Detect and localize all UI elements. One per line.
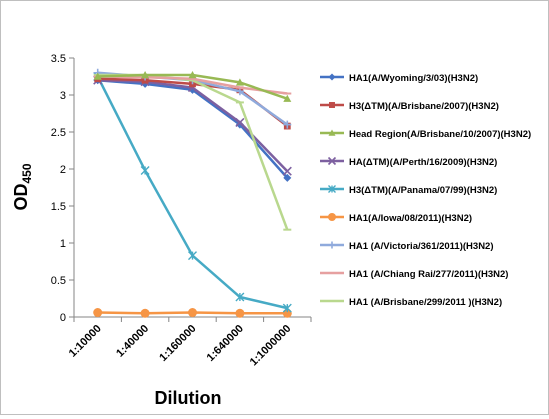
x-tick-label: 1:1000000 xyxy=(248,323,294,369)
legend-item: H3(ΔTM)(A/Panama/07/99)(H3N2) xyxy=(320,185,497,196)
series-5 xyxy=(93,308,292,318)
legend-label: Head Region(A/Brisbane/10/2007)(H3N2) xyxy=(349,129,531,140)
data-point xyxy=(283,94,292,102)
y-tick-label: 3 xyxy=(60,90,66,102)
y-tick-labels: 0 0.5 1 1.5 2 2.5 3 3.5 xyxy=(51,53,66,324)
legend: HA1(A/Wyoming/3/03)(H3N2) H3(ΔTM)(A/Brisb… xyxy=(320,73,531,308)
data-point xyxy=(235,117,245,127)
y-axis-label: OD450 xyxy=(11,163,34,210)
data-point xyxy=(188,308,197,318)
series-line xyxy=(97,73,289,231)
data-point xyxy=(328,185,336,193)
legend-label: HA(ΔTM)(A/Perth/16/2009)(H3N2) xyxy=(349,157,497,168)
data-point xyxy=(327,156,337,166)
legend-label: HA1(A/Iowa/08/2011)(H3N2) xyxy=(349,213,472,224)
data-point xyxy=(235,120,244,129)
data-point xyxy=(188,251,197,261)
legend-item: HA1 (A/Brisbane/299/2011 )(H3N2) xyxy=(320,297,502,308)
x-tick-label: 1:640000 xyxy=(205,323,246,364)
data-point xyxy=(283,120,292,129)
series-line xyxy=(97,78,289,173)
legend-item: H3(ΔTM)(A/Brisbane/2007)(H3N2) xyxy=(320,101,499,112)
data-point xyxy=(235,292,245,302)
legend-item: HA(ΔTM)(A/Perth/16/2009)(H3N2) xyxy=(320,156,497,168)
data-point xyxy=(328,73,336,81)
legend-item: HA1 (A/Victoria/361/2011)(H3N2) xyxy=(320,241,494,252)
x-tick-label: 1:40000 xyxy=(114,323,151,360)
data-point xyxy=(282,303,292,313)
data-point xyxy=(140,165,150,175)
series-8 xyxy=(93,73,292,231)
legend-label: H3(ΔTM)(A/Panama/07/99)(H3N2) xyxy=(349,185,497,196)
x-axis-label: Dilution xyxy=(155,388,222,408)
data-point xyxy=(235,78,244,86)
axes xyxy=(69,57,312,322)
legend-item: Head Region(A/Brisbane/10/2007)(H3N2) xyxy=(320,129,531,140)
series-4 xyxy=(93,72,292,313)
y-tick-label: 2 xyxy=(60,164,66,176)
data-point xyxy=(328,213,336,221)
series-line xyxy=(97,78,289,179)
y-axis-label-main: OD xyxy=(11,184,31,211)
data-point xyxy=(328,241,336,249)
legend-item: HA1(A/Iowa/08/2011)(H3N2) xyxy=(320,213,472,224)
x-tick-label: 1:10000 xyxy=(67,323,104,360)
x-tick-label: 1:160000 xyxy=(157,323,198,364)
data-point xyxy=(93,308,103,318)
data-point xyxy=(140,308,150,318)
data-point xyxy=(283,173,292,182)
y-tick-label: 2.5 xyxy=(51,127,66,139)
data-point xyxy=(93,72,102,80)
y-tick-label: 0 xyxy=(60,312,66,324)
data-point xyxy=(328,129,336,136)
y-tick-label: 1.5 xyxy=(51,201,66,213)
legend-label: HA1 (A/Brisbane/299/2011 )(H3N2) xyxy=(349,297,502,308)
legend-label: HA1 (A/Victoria/361/2011)(H3N2) xyxy=(349,241,494,252)
data-point xyxy=(329,102,335,108)
legend-label: HA1(A/Wyoming/3/03)(H3N2) xyxy=(349,73,478,84)
plot-area xyxy=(93,68,292,318)
legend-item: HA1(A/Wyoming/3/03)(H3N2) xyxy=(320,73,478,84)
data-point xyxy=(141,71,150,79)
data-point xyxy=(188,71,197,79)
data-point xyxy=(235,308,245,318)
series-line xyxy=(96,75,288,310)
y-tick-label: 3.5 xyxy=(51,53,66,65)
legend-item: HA1 (A/Chiang Rai/277/2011)(H3N2) xyxy=(320,269,508,280)
series-2 xyxy=(93,71,292,102)
y-tick-label: 0.5 xyxy=(51,275,66,287)
legend-label: H3(ΔTM)(A/Brisbane/2007)(H3N2) xyxy=(349,101,499,112)
legend-label: HA1 (A/Chiang Rai/277/2011)(H3N2) xyxy=(349,269,508,280)
y-tick-label: 1 xyxy=(60,238,66,250)
data-point xyxy=(282,166,292,176)
y-axis-label-subscript: 450 xyxy=(20,163,34,183)
x-tick-labels: 1:10000 1:40000 1:160000 1:640000 1:1000000 xyxy=(67,323,294,369)
